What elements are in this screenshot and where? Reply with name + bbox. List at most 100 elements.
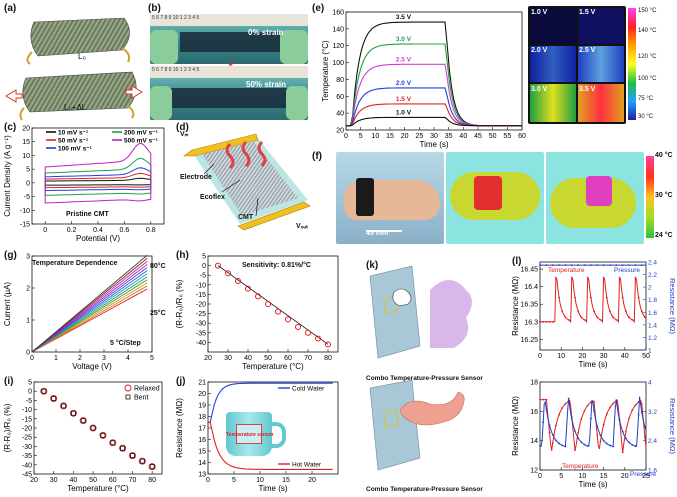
y-tick-label: -15 (20, 222, 30, 229)
thermal-wrist-2 (546, 152, 644, 244)
x-tick-label: 35 (445, 133, 453, 140)
y-tick-label: -10 (20, 208, 30, 215)
temperature-point (605, 413, 608, 416)
colorbar-f-1: 30 °C (655, 192, 673, 199)
y-axis-label: Temperature (°C) (321, 40, 330, 102)
pressure-point (558, 442, 560, 445)
y-tick-label: -5 (24, 194, 30, 201)
x-tick-label: 45 (474, 133, 482, 140)
x-tick-label: 70 (129, 477, 137, 484)
pressure-point (605, 442, 608, 445)
temperature-point (644, 316, 646, 319)
electrode-label: Electrode (180, 174, 212, 181)
y-tick-label: 2 (26, 286, 30, 293)
temperature-point (561, 407, 564, 409)
cv-curve (44, 142, 152, 204)
data-point (225, 270, 231, 277)
legend-label: 10 mV s⁻¹ (58, 130, 88, 137)
x-tick-label: 50 (89, 477, 97, 484)
x-tick-label: 0 (206, 477, 210, 484)
plot-frame (31, 255, 153, 353)
wrist-photo (336, 152, 444, 244)
pressure-point (637, 414, 640, 416)
pressure-point (583, 443, 586, 446)
y-axis-label: Current (µA) (3, 282, 12, 327)
y-tick-label: 16 (530, 409, 538, 416)
pressure-point (570, 264, 573, 267)
strain-50-photo (150, 66, 308, 120)
temperature-point (583, 409, 586, 412)
pressure-point (545, 264, 548, 267)
temperature-point (640, 403, 643, 405)
x-tick-label: 10 (371, 133, 379, 140)
y-tick-label: 40 (336, 111, 344, 118)
y-tick-label: -25 (22, 435, 32, 442)
heating-curve-label: 1.5 V (396, 96, 412, 103)
data-point (295, 324, 301, 331)
x-tick-label: 20 (401, 133, 409, 140)
y-tick-label: 14 (530, 438, 538, 445)
temperature-curve (540, 276, 647, 324)
y-tick-label: 21 (198, 380, 206, 387)
pressure-point (570, 418, 573, 420)
device-schematic (183, 133, 311, 231)
panel-label-c: (c) (4, 122, 17, 133)
temperature-curve (540, 399, 647, 453)
pressure-point (583, 264, 586, 267)
y2-tick-label: 2.4 (648, 260, 657, 267)
chart-e-heating: 0 5 10 15 20 25 30 35 40 45 50 55 60 20 40 60 80 100 120 14… (321, 10, 526, 150)
temperature-point (542, 320, 545, 323)
x-tick-label: 20 (579, 353, 587, 360)
relaxed-point (119, 444, 127, 452)
panel-label-g: (g) (4, 250, 17, 261)
y2-tick-label: 4 (648, 380, 652, 387)
pressure-point (628, 441, 630, 444)
thermal-label-5: 3.5 V (579, 86, 596, 93)
temperature-point (589, 296, 592, 299)
temperature-point (612, 402, 615, 405)
x-tick-label: 5 (150, 355, 154, 362)
relaxed-point (40, 387, 48, 395)
temperature-point (539, 320, 541, 323)
temperature-point (558, 413, 560, 416)
pressure-legend-label: Pressure (630, 471, 656, 478)
x-tick-label: 0.2 (67, 227, 77, 234)
cv-curve (44, 177, 152, 186)
pressure-point (567, 397, 570, 400)
bent-point (120, 445, 126, 451)
bent-point (139, 458, 145, 464)
data-point (275, 308, 281, 315)
data-point (215, 262, 221, 269)
x-axis-label: Time (s) (258, 484, 287, 493)
pressure-point (555, 439, 557, 442)
legend-bent-marker (125, 394, 131, 400)
bent-point (149, 464, 155, 470)
pressure-point (599, 434, 602, 437)
x-tick-label: 0 (538, 473, 542, 480)
vout-label: Vₒᵤₜ (296, 223, 309, 230)
relaxed-point (89, 424, 97, 432)
y-tick-label: 16.45 (520, 267, 538, 274)
pressure-point (631, 443, 634, 446)
pressure-curve (539, 396, 647, 448)
x-tick-label: 25 (642, 473, 650, 480)
y-axis-label: Resistance (MΩ) (175, 398, 184, 458)
y2-tick-label: 1.2 (648, 335, 657, 342)
colorbar-e-1: 140 °C (638, 28, 657, 34)
thermal-label-3: 2.5 V (579, 47, 596, 54)
fit-line (217, 265, 329, 345)
x-tick-label: 25 (415, 133, 423, 140)
pressure-point (602, 439, 605, 442)
y-tick-label: -45 (22, 472, 32, 479)
pressure-point (561, 444, 564, 447)
x-tick-label: 30 (430, 133, 438, 140)
panel-label-f: (f) (312, 151, 322, 162)
panel-label-k: (k) (366, 260, 379, 271)
temperature-point (628, 417, 630, 420)
temperature-point (570, 276, 573, 279)
pressure-point (580, 441, 583, 444)
x-tick-label: 0 (43, 227, 47, 234)
y-tick-label: 16.3 (524, 319, 538, 326)
heating-curve (346, 43, 522, 127)
y-tick-label: 1 (26, 318, 30, 325)
